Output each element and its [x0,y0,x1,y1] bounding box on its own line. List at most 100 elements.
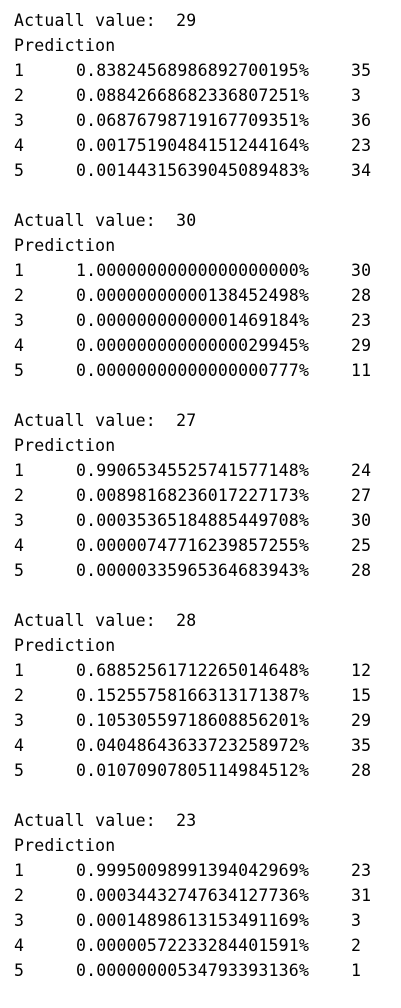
prediction-row: 3 0.06876798719167709351% 36 [14,108,394,133]
prediction-class: 1 [351,961,362,980]
prediction-probability: 0.00898168236017227173% [76,486,310,505]
prediction-probability: 0.00000000000001469184% [76,311,310,330]
prediction-rank: 4 [14,936,25,955]
prediction-heading: Prediction [14,36,116,55]
prediction-row: 4 0.00175190484151244164% 23 [14,133,394,158]
actual-value-label: Actuall value: [14,211,156,230]
prediction-rank: 2 [14,486,25,505]
prediction-rank: 5 [14,161,25,180]
prediction-row: 1 0.99950098991394042969% 23 [14,858,394,883]
prediction-class: 28 [351,561,372,580]
prediction-rank: 2 [14,86,25,105]
prediction-probability: 0.00175190484151244164% [76,136,310,155]
prediction-class: 31 [351,886,372,905]
prediction-probability: 0.83824568986892700195% [76,61,310,80]
prediction-row: 4 0.00000572233284401591% 2 [14,933,394,958]
prediction-class: 27 [351,486,372,505]
prediction-row: 5 0.00000000000000000777% 11 [14,358,394,383]
actual-value-line: Actuall value: 30 [14,208,394,233]
prediction-rank: 1 [14,61,25,80]
prediction-row: 2 0.00034432747634127736% 31 [14,883,394,908]
actual-value-number: 30 [176,211,197,230]
prediction-rank: 1 [14,661,25,680]
prediction-rank: 4 [14,136,25,155]
actual-value-label: Actuall value: [14,611,156,630]
prediction-rank: 2 [14,886,25,905]
prediction-row: 3 0.10530559718608856201% 29 [14,708,394,733]
prediction-heading: Prediction [14,236,116,255]
prediction-probability: 0.00034432747634127736% [76,886,310,905]
prediction-rank: 5 [14,761,25,780]
prediction-rank: 3 [14,511,25,530]
prediction-rank: 5 [14,361,25,380]
prediction-probability: 0.01070907805114984512% [76,761,310,780]
prediction-rank: 3 [14,911,25,930]
prediction-probability: 0.08842668682336807251% [76,86,310,105]
actual-value-number: 28 [176,611,197,630]
prediction-class: 34 [351,161,372,180]
prediction-row: 2 0.08842668682336807251% 3 [14,83,394,108]
prediction-class: 29 [351,336,372,355]
prediction-class: 28 [351,286,372,305]
prediction-class: 23 [351,861,372,880]
prediction-rank: 1 [14,461,25,480]
prediction-row: 5 0.00000335965364683943% 28 [14,558,394,583]
prediction-block: Actuall value: 30 Prediction 1 1.0000000000… [14,208,394,383]
prediction-probability: 0.06876798719167709351% [76,111,310,130]
prediction-probability: 0.00000000000000029945% [76,336,310,355]
prediction-heading: Prediction [14,636,116,655]
prediction-rank: 4 [14,736,25,755]
prediction-class: 2 [351,936,362,955]
prediction-probability: 0.99950098991394042969% [76,861,310,880]
prediction-heading: Prediction [14,836,116,855]
prediction-rank: 3 [14,311,25,330]
prediction-rank: 1 [14,261,25,280]
prediction-class: 12 [351,661,372,680]
prediction-block: Actuall value: 29 Prediction 1 0.8382456898… [14,8,394,183]
prediction-rank: 1 [14,861,25,880]
prediction-probability: 0.10530559718608856201% [76,711,310,730]
prediction-probability: 0.00000000534793393136% [76,961,310,980]
prediction-rank: 5 [14,961,25,980]
prediction-row: 3 0.00035365184885449708% 30 [14,508,394,533]
prediction-block: Actuall value: 23 Prediction 1 0.9995009899… [14,808,394,983]
prediction-class: 23 [351,311,372,330]
prediction-row: 1 0.99065345525741577148% 24 [14,458,394,483]
actual-value-line: Actuall value: 23 [14,808,394,833]
prediction-row: 5 0.00000000534793393136% 1 [14,958,394,983]
prediction-probability: 0.00000572233284401591% [76,936,310,955]
actual-value-number: 29 [176,11,197,30]
prediction-probability: 0.68852561712265014648% [76,661,310,680]
actual-value-line: Actuall value: 27 [14,408,394,433]
prediction-probability: 0.00000000000000000777% [76,361,310,380]
prediction-block: Actuall value: 27 Prediction 1 0.9906534552… [14,408,394,583]
prediction-class: 28 [351,761,372,780]
prediction-block: Actuall value: 28 Prediction 1 0.6885256171… [14,608,394,783]
prediction-class: 25 [351,536,372,555]
prediction-probability: 0.00014898613153491169% [76,911,310,930]
prediction-probability: 0.15255758166313171387% [76,686,310,705]
prediction-row: 2 0.00898168236017227173% 27 [14,483,394,508]
prediction-class: 24 [351,461,372,480]
prediction-class: 30 [351,511,372,530]
prediction-class: 30 [351,261,372,280]
prediction-row: 3 0.00014898613153491169% 3 [14,908,394,933]
prediction-row: 4 0.04048643633723258972% 35 [14,733,394,758]
prediction-rank: 3 [14,111,25,130]
prediction-class: 35 [351,736,372,755]
prediction-class: 3 [351,911,362,930]
prediction-rank: 2 [14,286,25,305]
prediction-probability: 0.00000000000138452498% [76,286,310,305]
prediction-row: 3 0.00000000000001469184% 23 [14,308,394,333]
prediction-row: 4 0.00000747716239857255% 25 [14,533,394,558]
actual-value-label: Actuall value: [14,11,156,30]
prediction-probability: 0.00000335965364683943% [76,561,310,580]
prediction-heading: Prediction [14,436,116,455]
actual-value-line: Actuall value: 29 [14,8,394,33]
prediction-probability: 0.00000747716239857255% [76,536,310,555]
prediction-row: 4 0.00000000000000029945% 29 [14,333,394,358]
prediction-class: 3 [351,86,362,105]
prediction-class: 29 [351,711,372,730]
prediction-class: 15 [351,686,372,705]
prediction-rank: 3 [14,711,25,730]
